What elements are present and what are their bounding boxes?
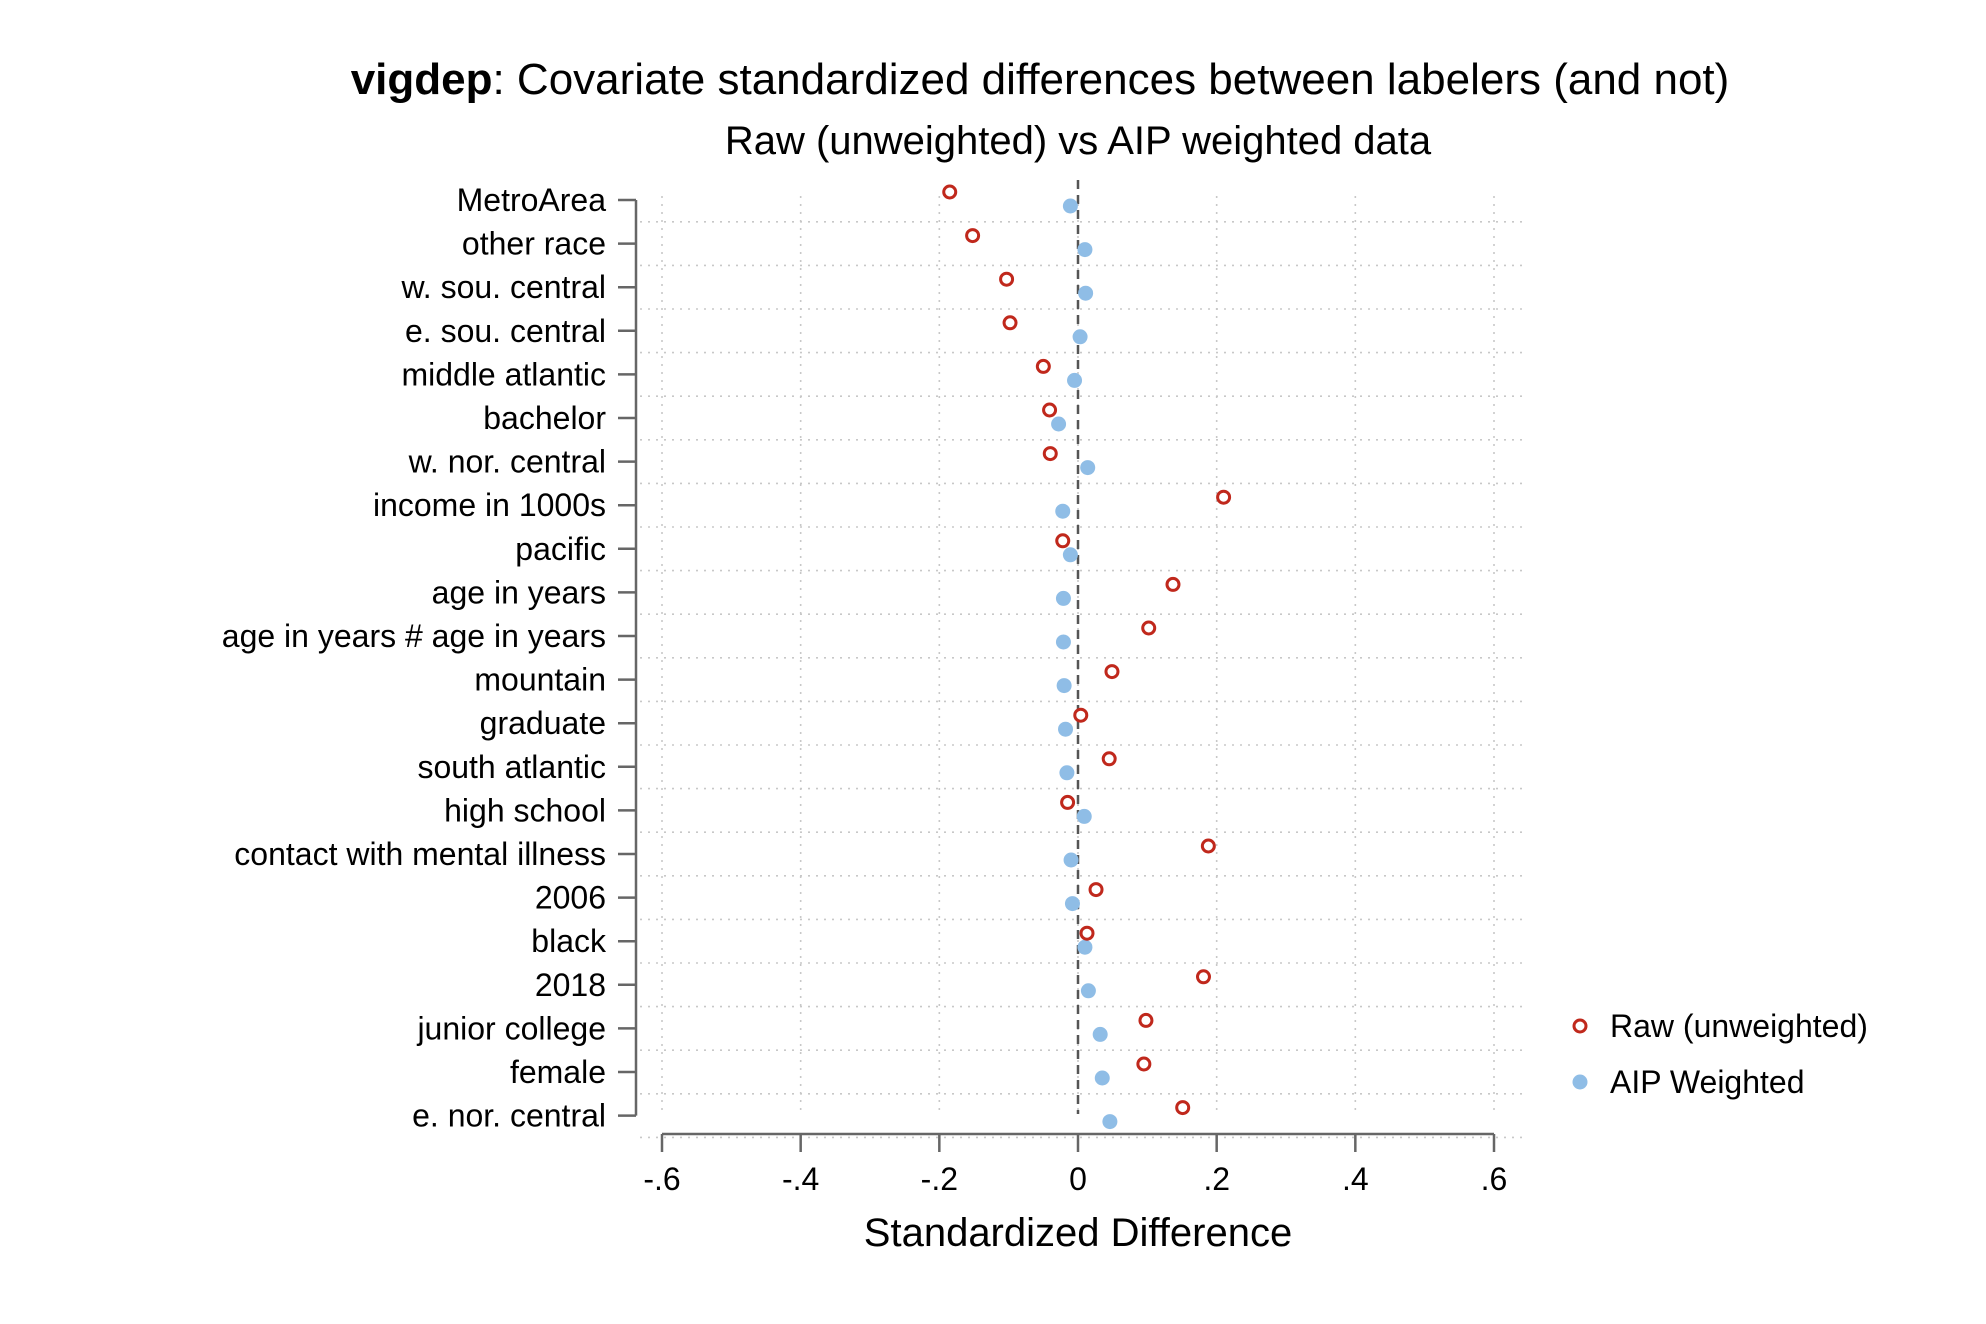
category-label: south atlantic bbox=[417, 749, 606, 785]
raw-unweighted-point bbox=[1195, 969, 1211, 985]
aip-weighted-point bbox=[1077, 939, 1093, 955]
aip-weighted-point bbox=[1067, 372, 1083, 388]
raw-unweighted-point bbox=[1104, 664, 1120, 680]
x-tick-label: .6 bbox=[1481, 1161, 1508, 1197]
raw-unweighted-point bbox=[1042, 402, 1058, 418]
chart-title-rest: : Covariate standardized differences bet… bbox=[492, 55, 1729, 104]
x-tick-label: .4 bbox=[1342, 1161, 1369, 1197]
category-label: graduate bbox=[480, 705, 606, 741]
x-tick-label: -.2 bbox=[921, 1161, 958, 1197]
gridlines bbox=[640, 196, 1522, 1139]
category-label: mountain bbox=[474, 662, 606, 698]
legend-aip-marker bbox=[1572, 1074, 1588, 1090]
raw-unweighted-point bbox=[1055, 533, 1071, 549]
raw-unweighted-point bbox=[1042, 446, 1058, 462]
aip-weighted-point bbox=[1059, 765, 1075, 781]
raw-unweighted-point bbox=[1079, 925, 1095, 941]
aip-weighted-point bbox=[1072, 329, 1088, 345]
chart-title: vigdep: Covariate standardized differenc… bbox=[351, 55, 1730, 104]
aip-weighted-point bbox=[1056, 678, 1072, 694]
raw-unweighted-point bbox=[1060, 794, 1076, 810]
category-label: high school bbox=[444, 792, 606, 828]
raw-unweighted-point bbox=[965, 228, 981, 244]
category-label: female bbox=[510, 1054, 606, 1090]
category-label: junior college bbox=[416, 1010, 606, 1046]
aip-weighted-point bbox=[1055, 503, 1071, 519]
aip-weighted-point bbox=[1064, 896, 1080, 912]
category-label: age in years bbox=[432, 574, 606, 610]
aip-weighted-point bbox=[1076, 808, 1092, 824]
x-tick-label: -.6 bbox=[643, 1161, 680, 1197]
category-label: e. sou. central bbox=[405, 313, 606, 349]
aip-weighted-point bbox=[1102, 1114, 1118, 1130]
chart-subtitle: Raw (unweighted) vs AIP weighted data bbox=[725, 119, 1432, 163]
aip-weighted-point bbox=[1062, 547, 1078, 563]
category-label: pacific bbox=[515, 531, 606, 567]
raw-unweighted-point bbox=[1002, 315, 1018, 331]
raw-unweighted-point bbox=[942, 184, 958, 200]
raw-unweighted-point bbox=[1101, 751, 1117, 767]
category-label: w. sou. central bbox=[400, 269, 606, 305]
raw-unweighted-point bbox=[1088, 882, 1104, 898]
category-label: age in years # age in years bbox=[222, 618, 606, 654]
x-tick-label: -.4 bbox=[782, 1161, 819, 1197]
category-label: w. nor. central bbox=[408, 444, 606, 480]
aip-weighted-point bbox=[1063, 852, 1079, 868]
raw-unweighted-point bbox=[1136, 1056, 1152, 1072]
aip-weighted-point bbox=[1080, 983, 1096, 999]
raw-unweighted-point bbox=[1175, 1100, 1191, 1116]
raw-unweighted-point bbox=[1216, 489, 1232, 505]
legend-raw-marker bbox=[1572, 1018, 1588, 1034]
aip-weighted-point bbox=[1055, 590, 1071, 606]
category-labels: MetroArea other race w. sou. central e. sou… bbox=[222, 182, 607, 1134]
data-points bbox=[942, 184, 1232, 1130]
raw-unweighted-point bbox=[999, 271, 1015, 287]
legend-aip-label: AIP Weighted bbox=[1610, 1064, 1805, 1100]
category-label: middle atlantic bbox=[401, 356, 606, 392]
category-label: bachelor bbox=[483, 400, 606, 436]
aip-weighted-point bbox=[1092, 1026, 1108, 1042]
category-label: e. nor. central bbox=[412, 1098, 606, 1134]
aip-weighted-point bbox=[1055, 634, 1071, 650]
category-label: 2006 bbox=[535, 880, 606, 916]
raw-unweighted-point bbox=[1165, 576, 1181, 592]
aip-weighted-point bbox=[1077, 242, 1093, 258]
legend-raw-label: Raw (unweighted) bbox=[1610, 1008, 1868, 1044]
raw-unweighted-point bbox=[1200, 838, 1216, 854]
category-label: 2018 bbox=[535, 967, 606, 1003]
raw-unweighted-point bbox=[1141, 620, 1157, 636]
raw-unweighted-point bbox=[1073, 707, 1089, 723]
x-tick-label: .2 bbox=[1203, 1161, 1230, 1197]
chart-title-bold: vigdep bbox=[351, 55, 493, 104]
raw-unweighted-point bbox=[1035, 358, 1051, 374]
legend: Raw (unweighted) AIP Weighted bbox=[1572, 1008, 1868, 1100]
x-axis-label: Standardized Difference bbox=[864, 1211, 1292, 1255]
aip-weighted-point bbox=[1051, 416, 1067, 432]
category-label: black bbox=[531, 923, 607, 959]
category-label: other race bbox=[462, 226, 606, 262]
aip-weighted-point bbox=[1058, 721, 1074, 737]
aip-weighted-point bbox=[1078, 285, 1094, 301]
x-tick-label: 0 bbox=[1069, 1161, 1087, 1197]
aip-weighted-point bbox=[1062, 198, 1078, 214]
aip-weighted-point bbox=[1094, 1070, 1110, 1086]
category-label: income in 1000s bbox=[373, 487, 606, 523]
aip-weighted-point bbox=[1080, 460, 1096, 476]
raw-unweighted-point bbox=[1138, 1012, 1154, 1028]
category-label: contact with mental illness bbox=[234, 836, 606, 872]
category-label: MetroArea bbox=[457, 182, 607, 218]
